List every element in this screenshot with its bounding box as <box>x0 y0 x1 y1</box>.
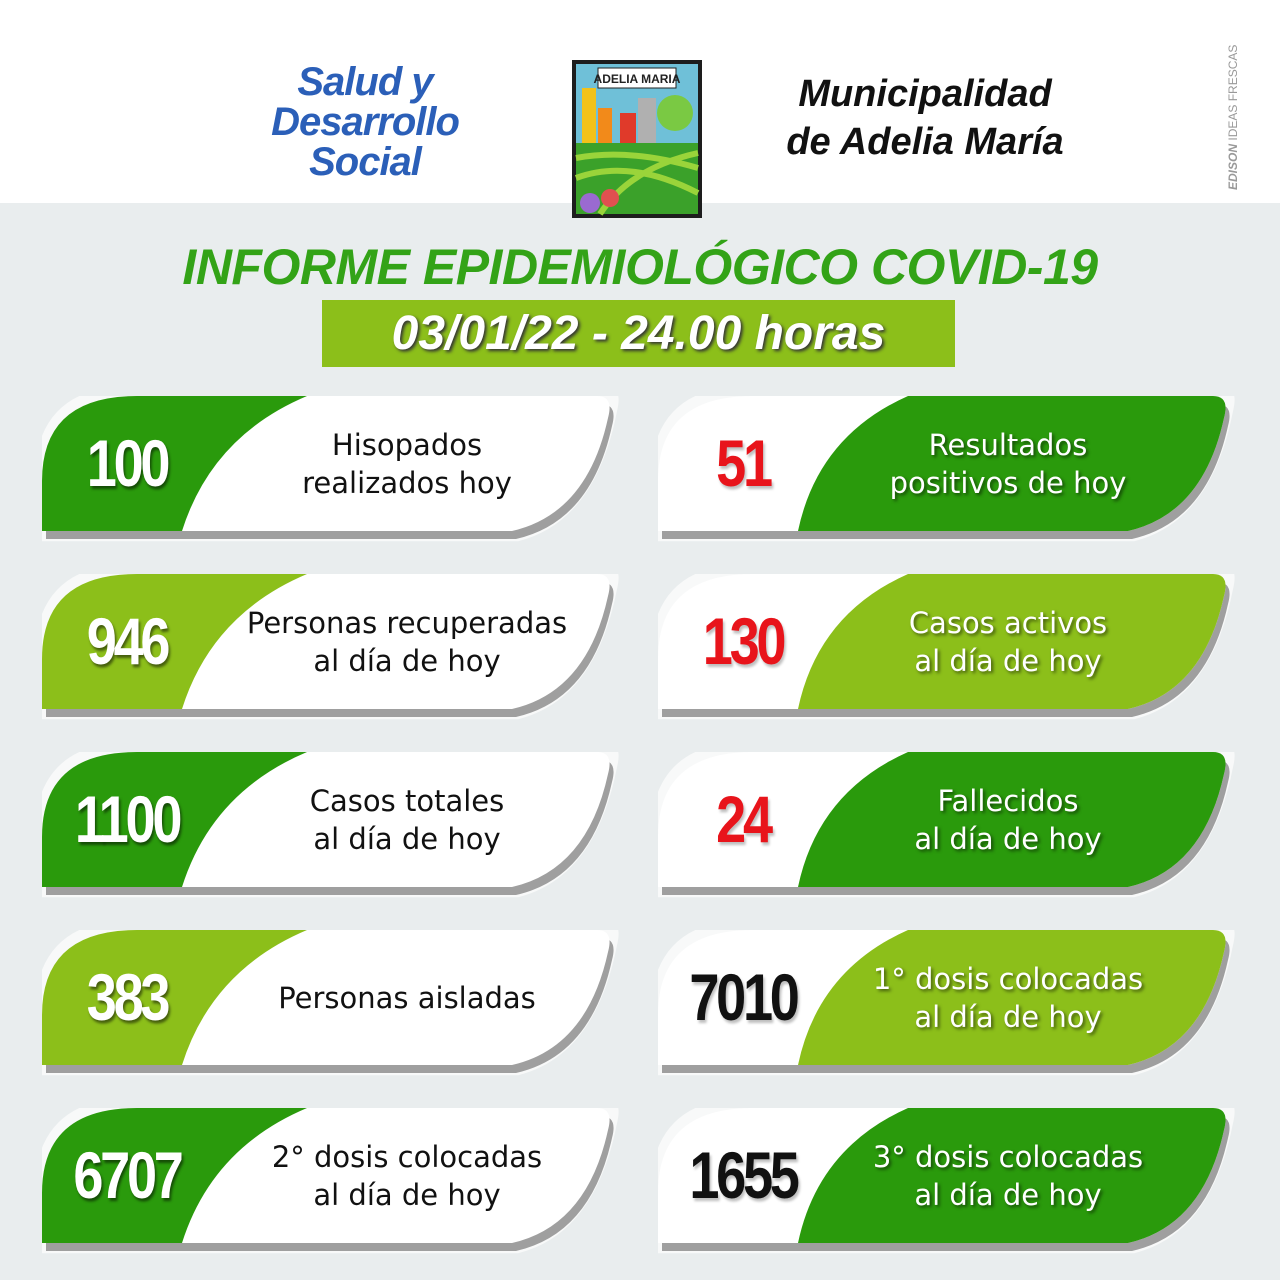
card-shape <box>42 930 619 1076</box>
stat-card: 6707 2° dosis colocadas al día de hoy <box>42 1108 622 1258</box>
municipality-line: de Adelia María <box>786 121 1064 163</box>
card-shape <box>42 574 619 720</box>
stat-label: Casos totales al día de hoy <box>222 752 592 887</box>
stat-label-line: Personas recuperadas <box>246 605 568 640</box>
stat-card: 946 Personas recuperadas al día de hoy <box>42 574 622 724</box>
stat-value: 6707 <box>73 1138 184 1212</box>
stat-label-line: al día de hoy <box>313 643 501 678</box>
credit-rest: IDEAS FRESCAS <box>1226 44 1240 141</box>
stat-value: 1100 <box>74 782 183 856</box>
report-date: 03/01/22 - 24.00 horas <box>322 300 955 367</box>
card-shape <box>42 396 619 542</box>
card-shape <box>658 396 1235 542</box>
stat-label: Personas recuperadas al día de hoy <box>222 574 592 709</box>
stat-value: 24 <box>716 782 773 856</box>
stat-label: 1° dosis colocadas al día de hoy <box>808 930 1208 1065</box>
stat-label-line: al día de hoy <box>914 643 1102 678</box>
stat-label: 2° dosis colocadas al día de hoy <box>222 1108 592 1243</box>
stat-card: 1100 Casos totales al día de hoy <box>42 752 622 902</box>
stat-label: Casos activos al día de hoy <box>808 574 1208 709</box>
header: Salud y Desarrollo Social ADELIA MARIA M… <box>0 0 1280 218</box>
card-shape <box>658 1108 1235 1254</box>
stat-card: 1655 3° dosis colocadas al día de hoy <box>658 1108 1238 1258</box>
ministry-line: Social <box>309 140 422 184</box>
stat-label-line: Casos totales <box>309 783 505 818</box>
stat-value: 7010 <box>689 960 800 1034</box>
report-title: INFORME EPIDEMIOLÓGICO COVID-19 <box>182 239 1098 295</box>
municipality-crest-logo: ADELIA MARIA <box>572 60 702 218</box>
stat-value: 100 <box>86 426 171 500</box>
credit-bold: EDISON <box>1226 143 1240 190</box>
svg-text:ADELIA MARIA: ADELIA MARIA <box>594 72 681 86</box>
ministry-line: Desarrollo <box>271 100 460 144</box>
stat-label-line: Hisopados <box>331 427 483 462</box>
designer-credit: EDISON IDEAS FRESCAS <box>1226 45 1240 190</box>
stat-value: 946 <box>86 604 171 678</box>
stat-label-line: 3° dosis colocadas <box>872 1139 1144 1174</box>
stat-label-line: positivos de hoy <box>889 465 1127 500</box>
stat-label: Fallecidos al día de hoy <box>808 752 1208 887</box>
stat-label: 3° dosis colocadas al día de hoy <box>808 1108 1208 1243</box>
ministry-logo-text: Salud y Desarrollo Social <box>250 62 480 182</box>
stat-label-line: Personas aisladas <box>278 980 536 1015</box>
stat-label-line: al día de hoy <box>914 999 1102 1034</box>
stat-label-line: al día de hoy <box>313 821 501 856</box>
stat-label-line: 2° dosis colocadas <box>271 1139 543 1174</box>
stat-card: 130 Casos activos al día de hoy <box>658 574 1238 724</box>
card-shape <box>658 574 1235 720</box>
stat-label: Personas aisladas <box>222 930 592 1065</box>
stat-card: 7010 1° dosis colocadas al día de hoy <box>658 930 1238 1080</box>
stat-label-line: al día de hoy <box>914 821 1102 856</box>
card-shape <box>658 752 1235 898</box>
ministry-line: Salud y <box>297 60 433 104</box>
stat-value: 51 <box>716 426 773 500</box>
stat-label-line: Fallecidos <box>937 783 1079 818</box>
stat-card: 100 Hisopados realizados hoy <box>42 396 622 546</box>
municipality-line: Municipalidad <box>798 73 1052 115</box>
stat-label-line: 1° dosis colocadas <box>872 961 1144 996</box>
stat-label: Resultados positivos de hoy <box>808 396 1208 531</box>
stat-label: Hisopados realizados hoy <box>222 396 592 531</box>
stat-value: 383 <box>86 960 171 1034</box>
stat-label-line: al día de hoy <box>914 1177 1102 1212</box>
stat-label-line: realizados hoy <box>302 465 512 500</box>
stat-label-line: al día de hoy <box>313 1177 501 1212</box>
stat-value: 1655 <box>689 1138 800 1212</box>
stat-label-line: Casos activos <box>908 605 1108 640</box>
stat-card: 383 Personas aisladas <box>42 930 622 1080</box>
stat-label-line: Resultados <box>928 427 1088 462</box>
stat-value: 130 <box>702 604 787 678</box>
municipality-name: Municipalidad de Adelia María <box>755 70 1095 166</box>
card-shape <box>42 752 619 898</box>
stat-card: 24 Fallecidos al día de hoy <box>658 752 1238 902</box>
card-shape <box>658 930 1235 1076</box>
stat-card: 51 Resultados positivos de hoy <box>658 396 1238 546</box>
card-shape <box>42 1108 619 1254</box>
